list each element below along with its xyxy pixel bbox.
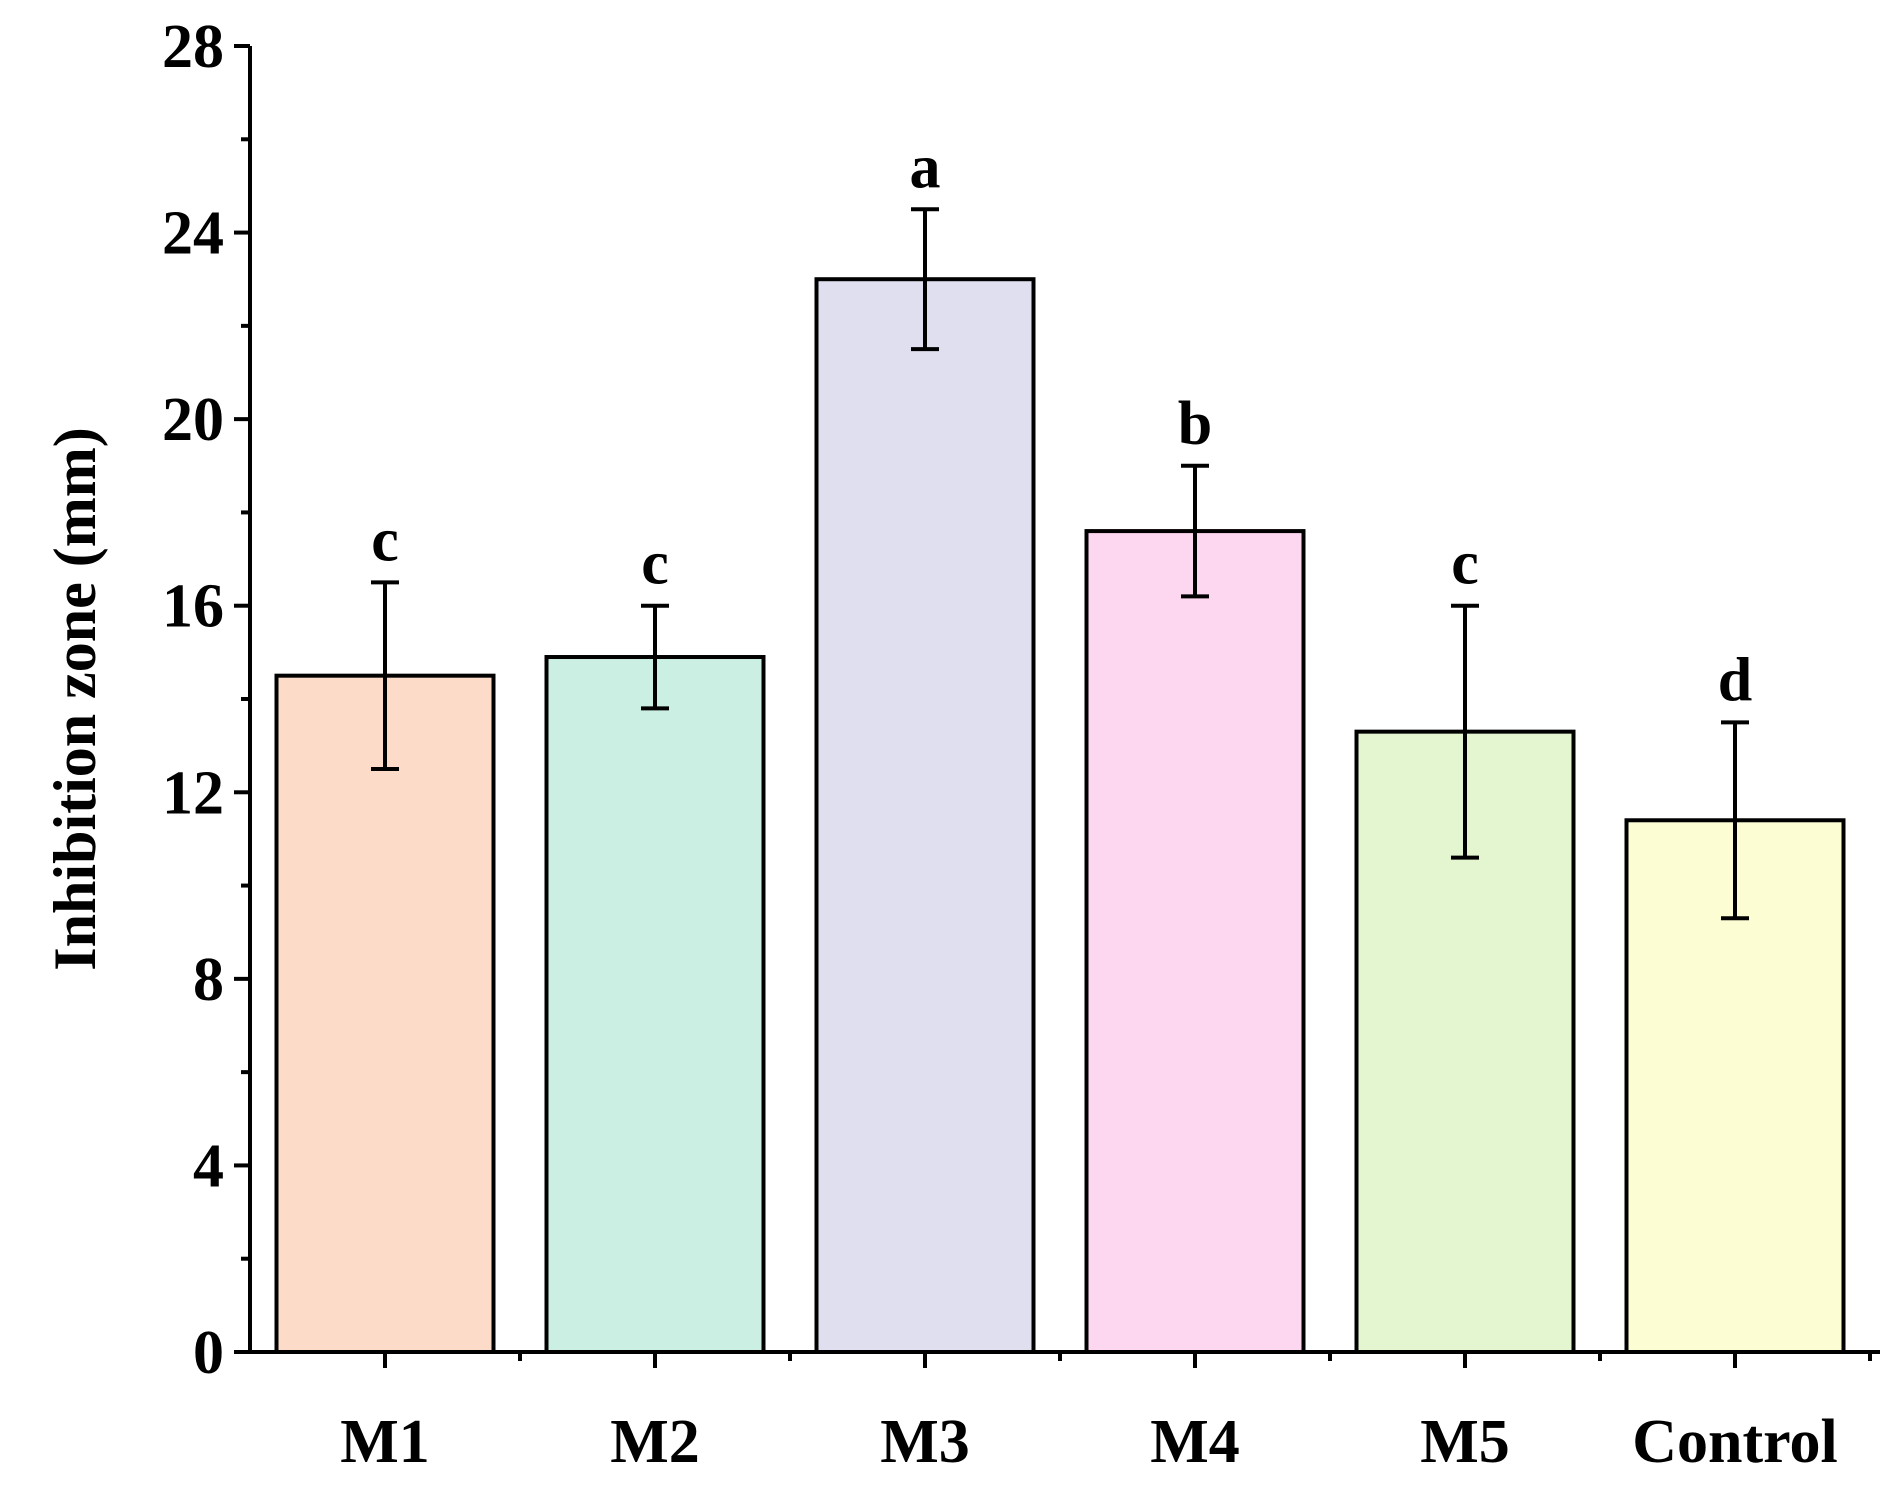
significance-label-m4: b [1178,390,1212,458]
bars-layer [274,277,1846,1355]
y-tick-label: 28 [162,13,224,81]
error-bar-control [1721,720,1749,921]
y-tick-label: 4 [193,1132,224,1200]
y-tick-label: 20 [162,386,224,454]
x-tick-label-m4: M4 [1150,1408,1240,1476]
x-tick-label-m2: M2 [610,1408,700,1476]
x-tick-label-m3: M3 [880,1408,970,1476]
y-tick-label: 8 [193,946,224,1014]
significance-label-m5: c [1451,530,1479,598]
y-tick-label: 16 [162,573,224,641]
significance-label-m2: c [641,530,669,598]
significance-label-m3: a [910,133,941,201]
x-tick-label-m1: M1 [340,1408,430,1476]
significance-label-control: d [1718,646,1752,714]
y-tick-label: 24 [162,200,224,268]
bar-m4 [1084,529,1306,1354]
y-tick-label: 0 [193,1319,224,1387]
error-bars-layer [371,207,1749,921]
error-bar-m1 [371,580,399,771]
significance-label-m1: c [371,506,399,574]
x-tick-label-control: Control [1632,1408,1838,1476]
significance-labels-layer: c c a b c d [371,133,1752,714]
axes-layer: M1 M2 M3 M4 M5 Control 0 4 8 12 16 20 24 28 [162,13,1880,1476]
x-tick-label-m5: M5 [1420,1408,1510,1476]
error-bar-m4 [1181,463,1209,599]
error-bar-m3 [911,207,939,352]
y-axis-title: Inhibition zone (mm) [42,427,108,970]
bar-m1 [274,673,496,1354]
bar-m3 [814,277,1036,1355]
bar-m2 [544,655,766,1354]
error-bar-m2 [641,603,669,711]
y-tick-label: 12 [162,759,224,827]
error-bar-m5 [1451,603,1479,860]
